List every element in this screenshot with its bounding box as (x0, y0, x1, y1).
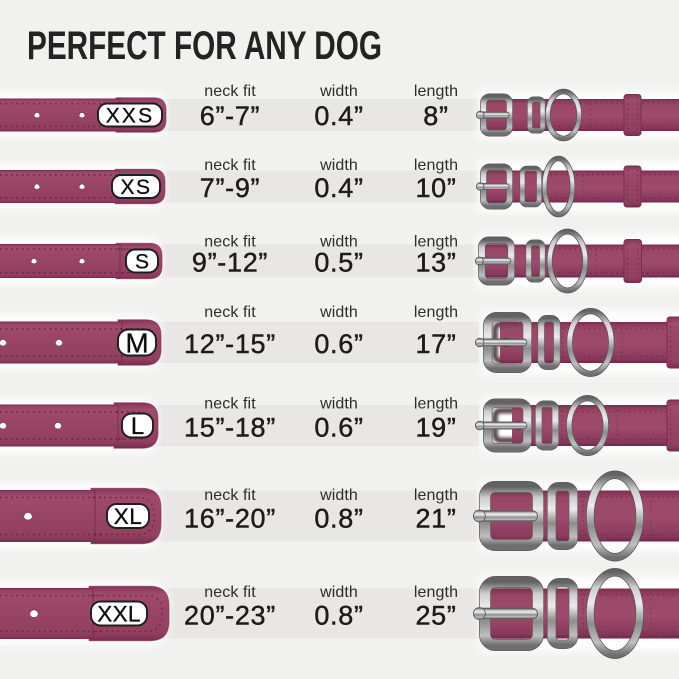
svg-text:9”-12”: 9”-12” (192, 248, 268, 278)
svg-text:length: length (414, 157, 458, 174)
svg-text:length: length (414, 304, 458, 321)
svg-text:width: width (319, 395, 358, 412)
svg-text:length: length (414, 83, 458, 100)
svg-text:8”: 8” (423, 101, 448, 131)
svg-text:XL: XL (114, 504, 143, 529)
svg-text:0.6”: 0.6” (314, 413, 363, 443)
svg-text:13”: 13” (415, 248, 456, 278)
svg-text:L: L (131, 413, 144, 440)
svg-text:15”-18”: 15”-18” (184, 413, 276, 443)
svg-text:length: length (414, 584, 458, 601)
svg-text:20”-23”: 20”-23” (184, 601, 276, 631)
svg-text:12”-15”: 12”-15” (184, 329, 276, 359)
svg-text:neck fit: neck fit (204, 487, 256, 504)
svg-text:0.4”: 0.4” (314, 101, 363, 131)
svg-text:neck fit: neck fit (204, 233, 256, 250)
svg-text:16”-20”: 16”-20” (184, 504, 276, 534)
svg-text:25”: 25” (415, 601, 456, 631)
svg-text:neck fit: neck fit (204, 584, 256, 601)
svg-text:7”-9”: 7”-9” (200, 173, 261, 203)
svg-text:XXL: XXL (97, 602, 140, 627)
svg-text:0.5”: 0.5” (314, 248, 363, 278)
svg-text:0.6”: 0.6” (314, 329, 363, 359)
svg-text:XXS: XXS (106, 105, 155, 128)
svg-text:17”: 17” (415, 329, 456, 359)
svg-text:0.8”: 0.8” (314, 504, 363, 534)
svg-text:width: width (319, 487, 358, 504)
svg-text:width: width (319, 304, 358, 321)
svg-text:width: width (319, 83, 358, 100)
svg-text:length: length (414, 233, 458, 250)
svg-text:XS: XS (120, 176, 151, 199)
svg-text:6”-7”: 6”-7” (200, 101, 261, 131)
svg-text:21”: 21” (415, 504, 456, 534)
svg-text:length: length (414, 395, 458, 412)
svg-text:width: width (319, 233, 358, 250)
svg-text:0.8”: 0.8” (314, 601, 363, 631)
svg-text:neck fit: neck fit (204, 83, 256, 100)
svg-text:0.4”: 0.4” (314, 173, 363, 203)
svg-text:S: S (135, 251, 149, 274)
svg-text:width: width (319, 584, 358, 601)
svg-text:19”: 19” (415, 413, 456, 443)
svg-text:10”: 10” (415, 173, 456, 203)
svg-text:PERFECT FOR ANY DOG: PERFECT FOR ANY DOG (27, 24, 382, 68)
svg-text:M: M (125, 328, 148, 359)
svg-text:neck fit: neck fit (204, 304, 256, 321)
svg-text:length: length (414, 487, 458, 504)
svg-text:width: width (319, 157, 358, 174)
svg-text:neck fit: neck fit (204, 395, 256, 412)
svg-text:neck fit: neck fit (204, 157, 256, 174)
